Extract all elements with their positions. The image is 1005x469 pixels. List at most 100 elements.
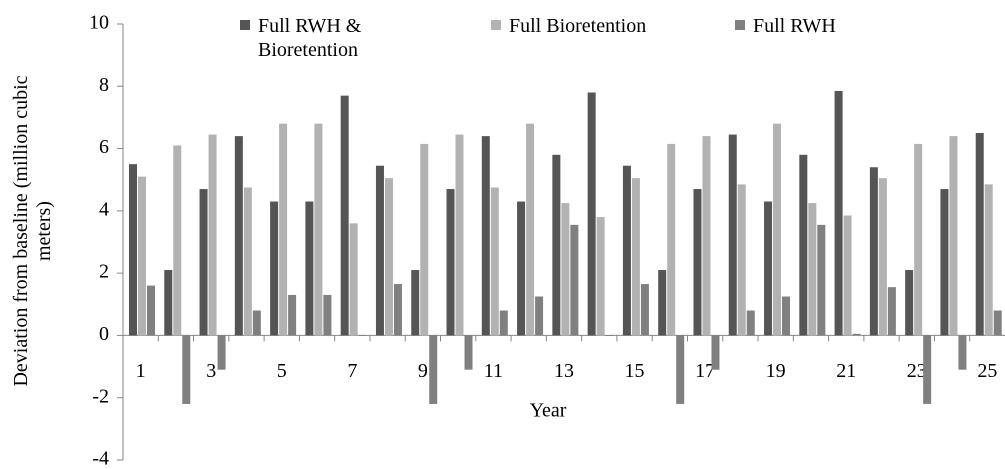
bar xyxy=(622,165,631,336)
bar xyxy=(737,184,746,336)
bar xyxy=(887,287,896,336)
bar xyxy=(234,136,243,336)
bar xyxy=(667,143,676,336)
x-tick-label: 21 xyxy=(836,360,856,382)
x-axis-title: Year xyxy=(530,400,567,422)
bar xyxy=(526,123,535,336)
bar xyxy=(728,134,737,336)
bar xyxy=(411,270,420,336)
x-tick-label: 13 xyxy=(554,360,574,382)
legend-item: Full RWH xyxy=(735,14,895,38)
bar xyxy=(869,167,878,336)
bar xyxy=(323,294,332,336)
bar xyxy=(270,201,279,336)
bar xyxy=(358,335,367,336)
bar xyxy=(375,165,384,336)
bar xyxy=(843,215,852,336)
bar xyxy=(746,310,755,336)
bar xyxy=(984,184,993,336)
y-axis-title: Deviation from baseline (million cubic m… xyxy=(10,75,55,387)
y-tick-label: -2 xyxy=(92,385,109,407)
bar xyxy=(499,310,508,336)
bar xyxy=(711,335,720,370)
bar xyxy=(658,270,667,336)
bar xyxy=(940,189,949,336)
bar xyxy=(429,335,438,404)
bar xyxy=(640,284,649,336)
y-tick-label: 2 xyxy=(99,261,109,283)
bar xyxy=(314,123,323,336)
legend-swatch xyxy=(240,20,250,30)
bar xyxy=(129,164,137,336)
bar xyxy=(905,270,914,336)
bar xyxy=(834,90,843,336)
x-tick-label: 3 xyxy=(206,360,216,382)
bar xyxy=(517,201,526,336)
y-tick-label: 8 xyxy=(99,74,109,96)
legend-label: Full RWH & Bioretention xyxy=(258,15,362,61)
bar xyxy=(702,136,711,336)
x-tick-label: 5 xyxy=(277,360,287,382)
x-tick-label: 9 xyxy=(418,360,428,382)
legend-swatch xyxy=(735,20,745,30)
x-tick-label: 25 xyxy=(977,360,997,382)
bar xyxy=(490,187,499,336)
x-tick-label: 7 xyxy=(347,360,357,382)
bar xyxy=(420,143,429,336)
bar xyxy=(764,201,773,336)
x-tick-label: 15 xyxy=(625,360,645,382)
legend-label: Full Bioretention xyxy=(509,15,647,37)
bar xyxy=(455,134,464,336)
bar xyxy=(605,335,614,336)
bar xyxy=(464,335,473,370)
bar xyxy=(570,224,579,336)
bar xyxy=(817,224,826,336)
bar xyxy=(349,223,358,336)
bar xyxy=(958,335,967,370)
bar xyxy=(676,335,685,404)
legend-item: Full RWH & Bioretention xyxy=(240,14,380,62)
x-tick-label: 23 xyxy=(907,360,927,382)
bar xyxy=(631,178,640,336)
bar xyxy=(561,203,570,336)
bar xyxy=(243,187,252,336)
bar xyxy=(596,217,605,336)
bar xyxy=(147,285,155,336)
bar xyxy=(693,189,702,336)
bar xyxy=(384,178,393,336)
y-tick-label: -4 xyxy=(92,448,109,469)
bar xyxy=(138,176,146,336)
bar xyxy=(182,335,191,404)
bar xyxy=(878,178,887,336)
bar xyxy=(173,145,182,336)
bar xyxy=(252,310,261,336)
x-tick-label: 1 xyxy=(136,360,146,382)
bar xyxy=(279,123,288,336)
bar xyxy=(481,136,490,336)
bar xyxy=(975,133,984,336)
bar xyxy=(914,143,923,336)
bar xyxy=(773,123,782,336)
bar xyxy=(199,189,208,336)
bar xyxy=(208,134,217,336)
bar xyxy=(949,136,958,336)
bar xyxy=(923,335,932,404)
y-tick-label: 0 xyxy=(99,323,109,345)
bar xyxy=(393,284,402,336)
bar xyxy=(808,203,817,336)
x-tick-label: 17 xyxy=(695,360,715,382)
bar xyxy=(305,201,314,336)
bar xyxy=(288,294,297,336)
bar xyxy=(446,189,455,336)
legend-item: Full Bioretention xyxy=(491,14,691,38)
bar xyxy=(993,310,1002,336)
bar xyxy=(164,270,173,336)
x-tick-label: 11 xyxy=(484,360,503,382)
legend-swatch xyxy=(491,20,501,30)
bar xyxy=(852,333,861,336)
bar xyxy=(535,296,544,336)
bar xyxy=(552,154,561,336)
legend-label: Full RWH xyxy=(753,15,836,37)
